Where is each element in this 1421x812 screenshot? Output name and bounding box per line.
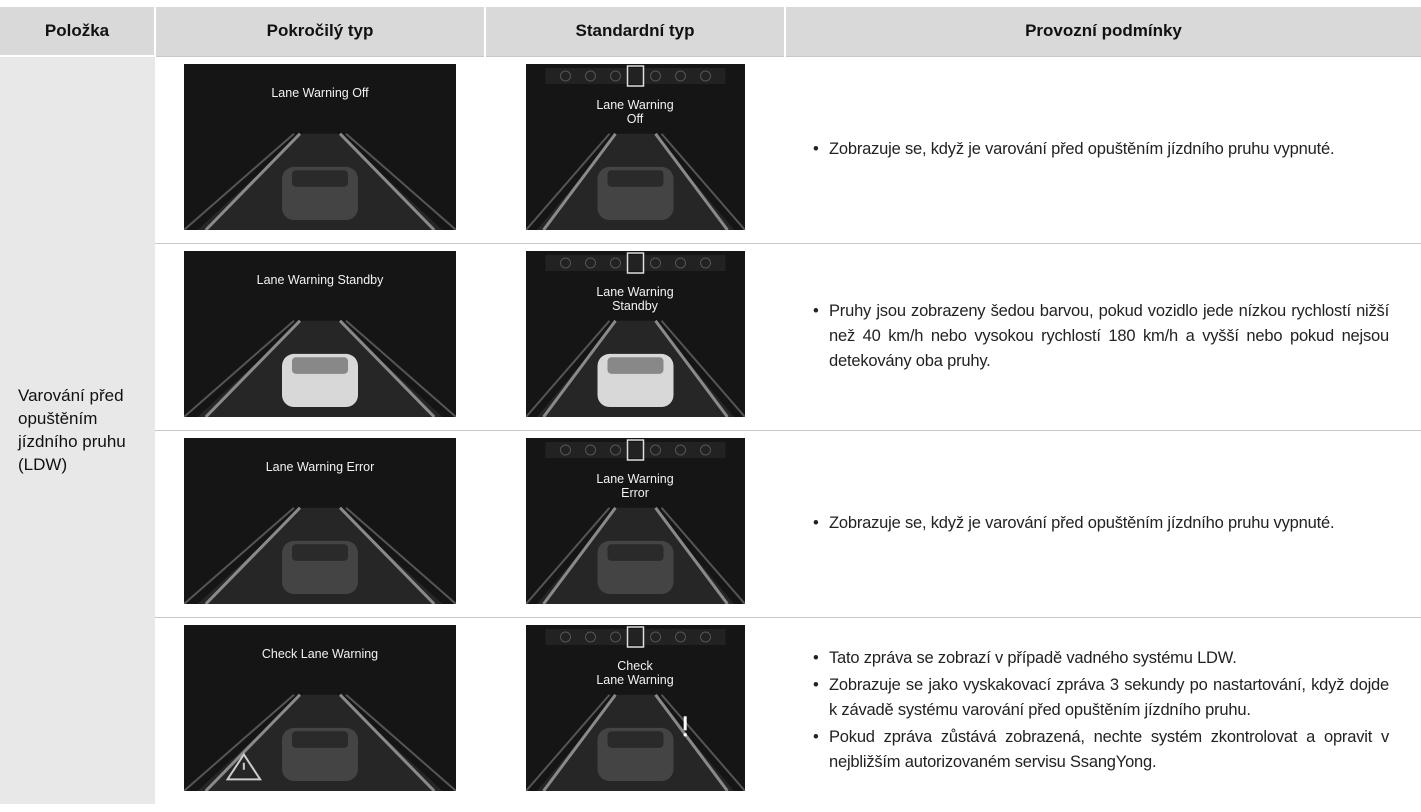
screen-message: Lane Warning Standby [256,273,384,287]
standard-cell: Lane Warning Standby [485,242,785,430]
condition-item: Pokud zpráva zůstává zobrazená, nechte s… [813,725,1389,775]
screen-graphic [525,438,745,604]
table-row: Varování před opuštěním jízdního pruhu (… [0,55,1421,804]
screen-graphic [525,625,745,791]
screen-graphic [184,251,456,417]
standard-screen: Lane Warning Standby [525,251,745,417]
conditions-list: Pruhy jsou zobrazeny šedou barvou, pokud… [785,299,1421,374]
screen-message-line: Lane Warning [596,285,674,299]
screen-graphic [184,64,456,230]
screen-message-line: Standby [612,299,658,313]
condition-item: Tato zpráva se zobrazí v případě vadného… [813,646,1389,671]
conditions-cell: Zobrazuje se, když je varování před opuš… [785,429,1421,617]
screen-message: Lane Warning Error [265,460,375,474]
condition-item: Zobrazuje se, když je varování před opuš… [813,137,1389,162]
conditions-cell: Pruhy jsou zobrazeny šedou barvou, pokud… [785,242,1421,430]
screen-message-line: Error [621,486,649,500]
conditions-cell: Tato zpráva se zobrazí v případě vadného… [785,616,1421,804]
advanced-cell: Lane Warning Off [155,55,485,243]
standard-screen: Check Lane Warning [525,625,745,791]
screen-message: Lane Warning Off [526,98,745,126]
header-cell: Standardní typ [484,7,785,56]
advanced-screen: Lane Warning Off [184,64,456,230]
screen-graphic [525,64,745,230]
screen-message: Lane Warning Off [271,86,369,100]
screen-message: Check Lane Warning [261,647,379,661]
advanced-screen: Lane Warning Standby [184,251,456,417]
standard-cell: Lane Warning Error [485,429,785,617]
advanced-screen: Check Lane Warning [184,625,456,791]
screen-message-line: Off [626,112,644,126]
header-cell: Provozní podmínky [784,7,1421,56]
advanced-cell: Lane Warning Error [155,429,485,617]
ldw-table: Položka Pokročilý typ Standardní typ Pro… [0,7,1421,804]
screen-message: Lane Warning Standby [526,285,745,313]
advanced-screen: Lane Warning Error [184,438,456,604]
screen-graphic [525,251,745,417]
standard-cell: Lane Warning Off [485,55,785,243]
header-cell: Položka [0,7,155,56]
conditions-cell: Zobrazuje se, když je varování před opuš… [785,55,1421,243]
item-cell: Varování před opuštěním jízdního pruhu (… [0,55,155,804]
header-row: Položka Pokročilý typ Standardní typ Pro… [0,7,1421,56]
condition-item: Zobrazuje se jako vyskakovací zpráva 3 s… [813,673,1389,723]
page: Položka Pokročilý typ Standardní typ Pro… [0,7,1421,812]
conditions-list: Zobrazuje se, když je varování před opuš… [785,511,1421,536]
screen-message-line: Lane Warning [596,472,674,486]
conditions-list: Tato zpráva se zobrazí v případě vadného… [785,646,1421,775]
table-body: Varování před opuštěním jízdního pruhu (… [0,55,1421,804]
screen-message: Check Lane Warning [526,659,745,687]
screen-message-line: Lane Warning [596,673,674,687]
advanced-cell: Lane Warning Standby [155,242,485,430]
screen-message: Lane Warning Error [526,472,745,500]
screen-graphic [184,625,456,791]
standard-cell: Check Lane Warning [485,616,785,804]
header-cell: Pokročilý typ [154,7,485,56]
screen-graphic [184,438,456,604]
condition-item: Zobrazuje se, když je varování před opuš… [813,511,1389,536]
standard-screen: Lane Warning Error [525,438,745,604]
advanced-cell: Check Lane Warning [155,616,485,804]
conditions-list: Zobrazuje se, když je varování před opuš… [785,137,1421,162]
condition-item: Pruhy jsou zobrazeny šedou barvou, pokud… [813,299,1389,374]
screen-message-line: Lane Warning [596,98,674,112]
standard-screen: Lane Warning Off [525,64,745,230]
table-row: Lane Warning Standby Lane Warning Standby… [0,242,1421,430]
screen-message-line: Check [617,659,653,673]
